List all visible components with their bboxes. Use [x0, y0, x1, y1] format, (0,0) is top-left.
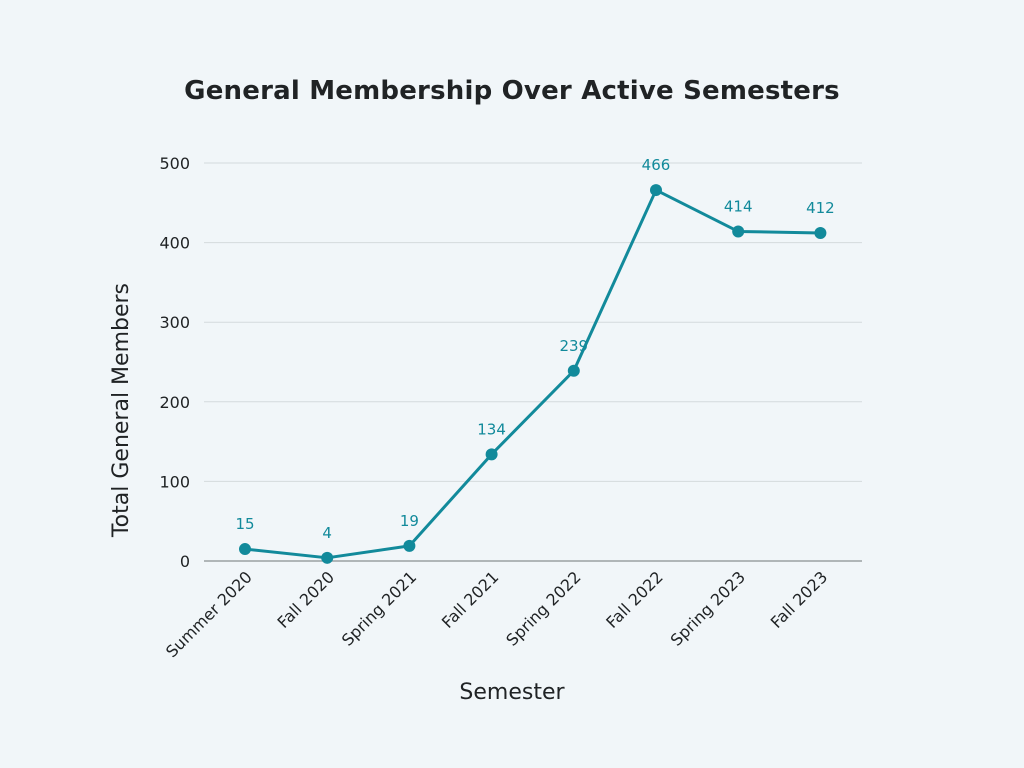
series-layer	[239, 184, 827, 564]
series-line	[244, 188, 821, 560]
x-axis-title: Semester	[459, 680, 565, 705]
y-tick-label: 400	[159, 234, 190, 253]
x-tick-label: Spring 2023	[667, 567, 749, 649]
data-label: 414	[724, 197, 753, 215]
y-tick-label: 100	[159, 472, 190, 491]
y-tick-label: 300	[159, 313, 190, 332]
x-tick-label: Fall 2023	[767, 567, 832, 632]
data-labels: 15 4 19 134 239 466 414 412	[235, 156, 834, 542]
x-tick-labels: Summer 2020 Fall 2020 Spring 2021 Fall 2021…	[162, 567, 831, 661]
data-label: 19	[400, 512, 419, 530]
gridlines	[204, 162, 862, 562]
data-label: 412	[806, 199, 835, 217]
x-tick-label: Summer 2020	[162, 567, 256, 661]
x-tick-label: Fall 2020	[274, 567, 339, 632]
x-tick-label: Spring 2022	[502, 567, 584, 649]
y-axis-title: Total General Members	[109, 283, 134, 538]
data-label: 134	[477, 420, 506, 438]
y-tick-label: 500	[159, 154, 190, 173]
data-point	[321, 551, 334, 564]
data-point	[814, 227, 827, 240]
x-tick-label: Fall 2021	[438, 567, 503, 632]
y-tick-labels: 0 100 200 300 400 500	[159, 154, 190, 571]
data-point	[403, 539, 416, 552]
data-point	[732, 225, 745, 238]
y-tick-label: 200	[159, 393, 190, 412]
data-label: 239	[559, 337, 588, 355]
x-tick-label: Spring 2021	[338, 567, 420, 649]
chart-title: General Membership Over Active Semesters	[184, 76, 840, 106]
data-label: 4	[322, 524, 332, 542]
data-label: 466	[642, 156, 671, 174]
data-point	[485, 448, 498, 461]
data-label: 15	[235, 515, 254, 533]
x-tick-label: Fall 2022	[602, 567, 667, 632]
data-point	[567, 364, 580, 377]
data-point	[650, 184, 662, 197]
data-point	[239, 543, 251, 556]
y-tick-label: 0	[180, 552, 190, 571]
